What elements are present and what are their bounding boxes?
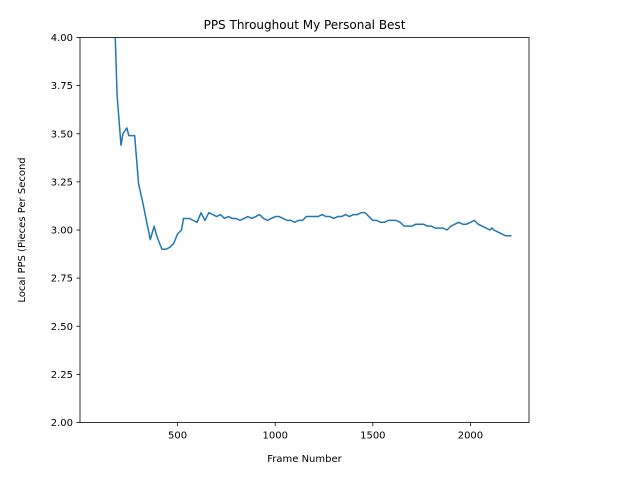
x-tick-label: 2000: [458, 431, 483, 442]
x-tick-label: 500: [168, 431, 187, 442]
chart-title: PPS Throughout My Personal Best: [204, 18, 406, 32]
x-axis-label: Frame Number: [267, 454, 342, 465]
axes-frame: [79, 37, 530, 423]
y-tick-label: 2.25: [51, 370, 73, 381]
y-tick-label: 3.75: [51, 81, 73, 92]
y-tick-label: 3.00: [51, 226, 73, 237]
y-tick-label: 3.25: [51, 177, 73, 188]
plot-area: [114, 37, 512, 250]
y-tick-label: 2.00: [51, 418, 73, 429]
y-axis-label: Local PPS (Pieces Per Second: [17, 157, 28, 302]
x-tick-label: 1500: [360, 431, 385, 442]
y-tick-label: 3.50: [51, 129, 73, 140]
x-tick-label: 1000: [262, 431, 287, 442]
x-axis-ticks: 500 1000 1500 2000: [168, 422, 483, 442]
y-tick-label: 2.75: [51, 274, 73, 285]
y-axis-ticks: 2.00 2.25 2.50 2.75 3.00 3.25 3.50 3.75 4.00: [51, 33, 80, 429]
series-line-0: [114, 37, 512, 250]
y-tick-label: 2.50: [51, 322, 73, 333]
y-tick-label: 4.00: [51, 33, 73, 44]
